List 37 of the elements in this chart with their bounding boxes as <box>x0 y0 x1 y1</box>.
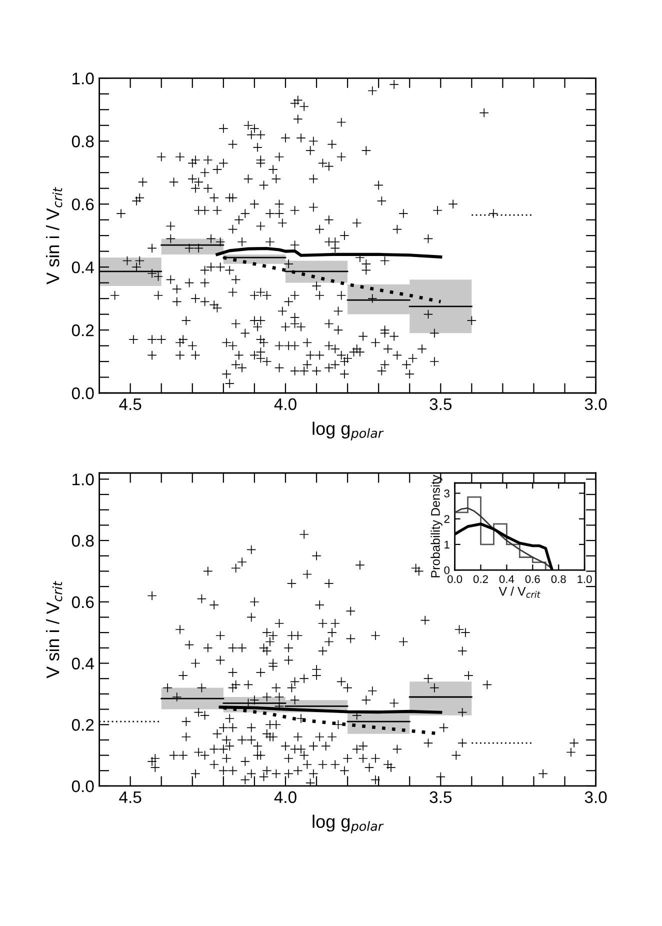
y-tick-label: 0.8 <box>72 136 94 148</box>
x-tick-label: 4.0 <box>274 791 296 804</box>
x-axis-title: log g$_{polar}$ <box>312 814 384 834</box>
y-tick-label: 0.0 <box>72 780 94 792</box>
y-tick-label: 1.0 <box>72 72 94 84</box>
x-tick-label: 3.0 <box>584 791 607 804</box>
x-tick-label: 3.0 <box>584 398 607 410</box>
y-tick-label: 0.2 <box>72 719 94 731</box>
x-tick-label: 3.5 <box>430 398 452 410</box>
x-tick-label: 0.2 <box>473 575 488 584</box>
y-tick-label: 0.8 <box>72 534 94 547</box>
x-axis-title: log g$_{polar}$ <box>312 422 384 440</box>
x-axis-title: V / V$_{crit}$ <box>498 586 540 598</box>
y-tick-label: 3 <box>444 490 450 498</box>
y-tick-label: 0.4 <box>72 658 94 670</box>
x-tick-label: 4.5 <box>119 791 142 804</box>
x-tick-label: 1.0 <box>578 575 592 584</box>
x-tick-label: 0.4 <box>499 575 514 584</box>
y-axis-title: V sin i / V$_{crit}$ <box>46 186 62 284</box>
y-tick-label: 0.0 <box>72 387 94 400</box>
y-tick-label: 2 <box>444 515 450 523</box>
y-tick-label: 0.6 <box>72 596 94 608</box>
line-series <box>454 507 553 570</box>
y-tick-label: 0.2 <box>72 324 94 336</box>
y-tick-label: 1 <box>444 540 450 548</box>
x-tick-label: 4.5 <box>119 398 142 410</box>
y-axis-title: Probability Density <box>430 474 442 578</box>
x-tick-label: 0.6 <box>525 575 540 584</box>
y-axis-title: V sin i / V$_{crit}$ <box>46 580 62 678</box>
x-tick-label: 0.8 <box>551 575 566 584</box>
y-tick-label: 0.6 <box>72 198 94 210</box>
y-tick-label: 1.0 <box>72 474 94 486</box>
y-tick-label: 0 <box>444 566 450 574</box>
bar <box>99 258 162 286</box>
x-tick-label: 3.5 <box>430 791 452 804</box>
y-tick-label: 0.4 <box>72 261 94 274</box>
x-tick-label: 4.0 <box>274 398 296 410</box>
